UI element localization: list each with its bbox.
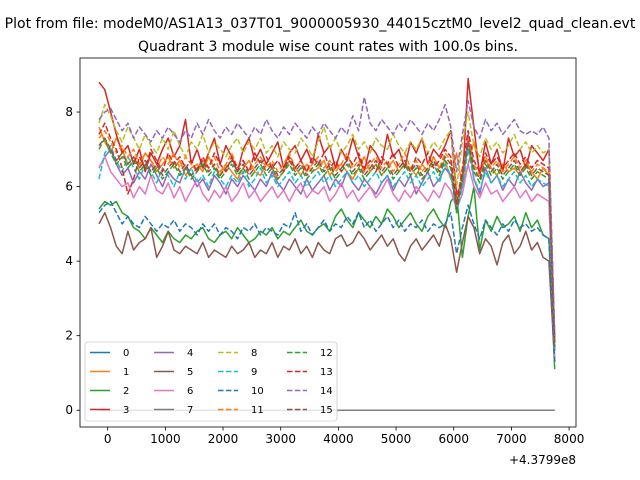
x-tick-label: 1000 — [150, 432, 181, 446]
chart-title: Quadrant 3 module wise count rates with … — [138, 39, 518, 55]
y-tick-label: 4 — [65, 254, 73, 268]
series-line-4 — [98, 133, 556, 351]
x-tick-label: 0 — [104, 432, 112, 446]
y-tick-label: 8 — [65, 105, 73, 119]
x-offset-label: +4.3799e8 — [509, 453, 576, 467]
legend-label-14: 14 — [320, 386, 333, 397]
axes-frame — [79, 57, 577, 428]
x-tick-label: 3000 — [265, 432, 296, 446]
x-tick-label: 7000 — [496, 432, 527, 446]
legend-label-15: 15 — [320, 405, 333, 416]
legend-label-13: 13 — [320, 367, 333, 378]
legend-label-9: 9 — [251, 367, 257, 378]
legend-box — [84, 341, 338, 422]
legend-label-2: 2 — [123, 386, 129, 397]
series-line-2 — [98, 185, 556, 370]
series-line-12 — [98, 137, 556, 347]
legend-label-8: 8 — [251, 348, 257, 359]
y-tick-label: 6 — [65, 180, 73, 194]
legend-label-11: 11 — [251, 405, 264, 416]
legend-label-12: 12 — [320, 348, 333, 359]
series-line-11 — [98, 129, 556, 347]
legend-label-7: 7 — [187, 405, 193, 416]
x-tick-label: 2000 — [208, 432, 239, 446]
y-tick-label: 0 — [65, 403, 73, 417]
series-line-9 — [98, 144, 556, 351]
series-line-14 — [98, 96, 556, 336]
series-line-6 — [98, 156, 556, 359]
legend-label-1: 1 — [123, 367, 129, 378]
series-line-15 — [98, 137, 556, 347]
legend-label-0: 0 — [123, 348, 129, 359]
series-line-8 — [98, 103, 556, 344]
legend-label-6: 6 — [187, 386, 193, 397]
legend-label-10: 10 — [251, 386, 264, 397]
plot-area: 0 1000 2000 3000 4000 5000 6000 7000 8000 0 2 4 6 8 +4… — [65, 57, 585, 467]
legend-label-3: 3 — [123, 405, 129, 416]
legend-label-5: 5 — [187, 367, 193, 378]
x-tick-label: 6000 — [438, 432, 469, 446]
x-tick-label: 5000 — [381, 432, 412, 446]
x-tick-label: 8000 — [554, 432, 585, 446]
series-line-5 — [98, 211, 556, 362]
figure-suptitle: Plot from file: modeM0/AS1A13_037T01_900… — [5, 16, 636, 32]
series-line-10 — [98, 200, 556, 362]
legend-label-4: 4 — [187, 348, 193, 359]
y-tick-label: 2 — [65, 329, 73, 343]
x-tick-label: 4000 — [323, 432, 354, 446]
